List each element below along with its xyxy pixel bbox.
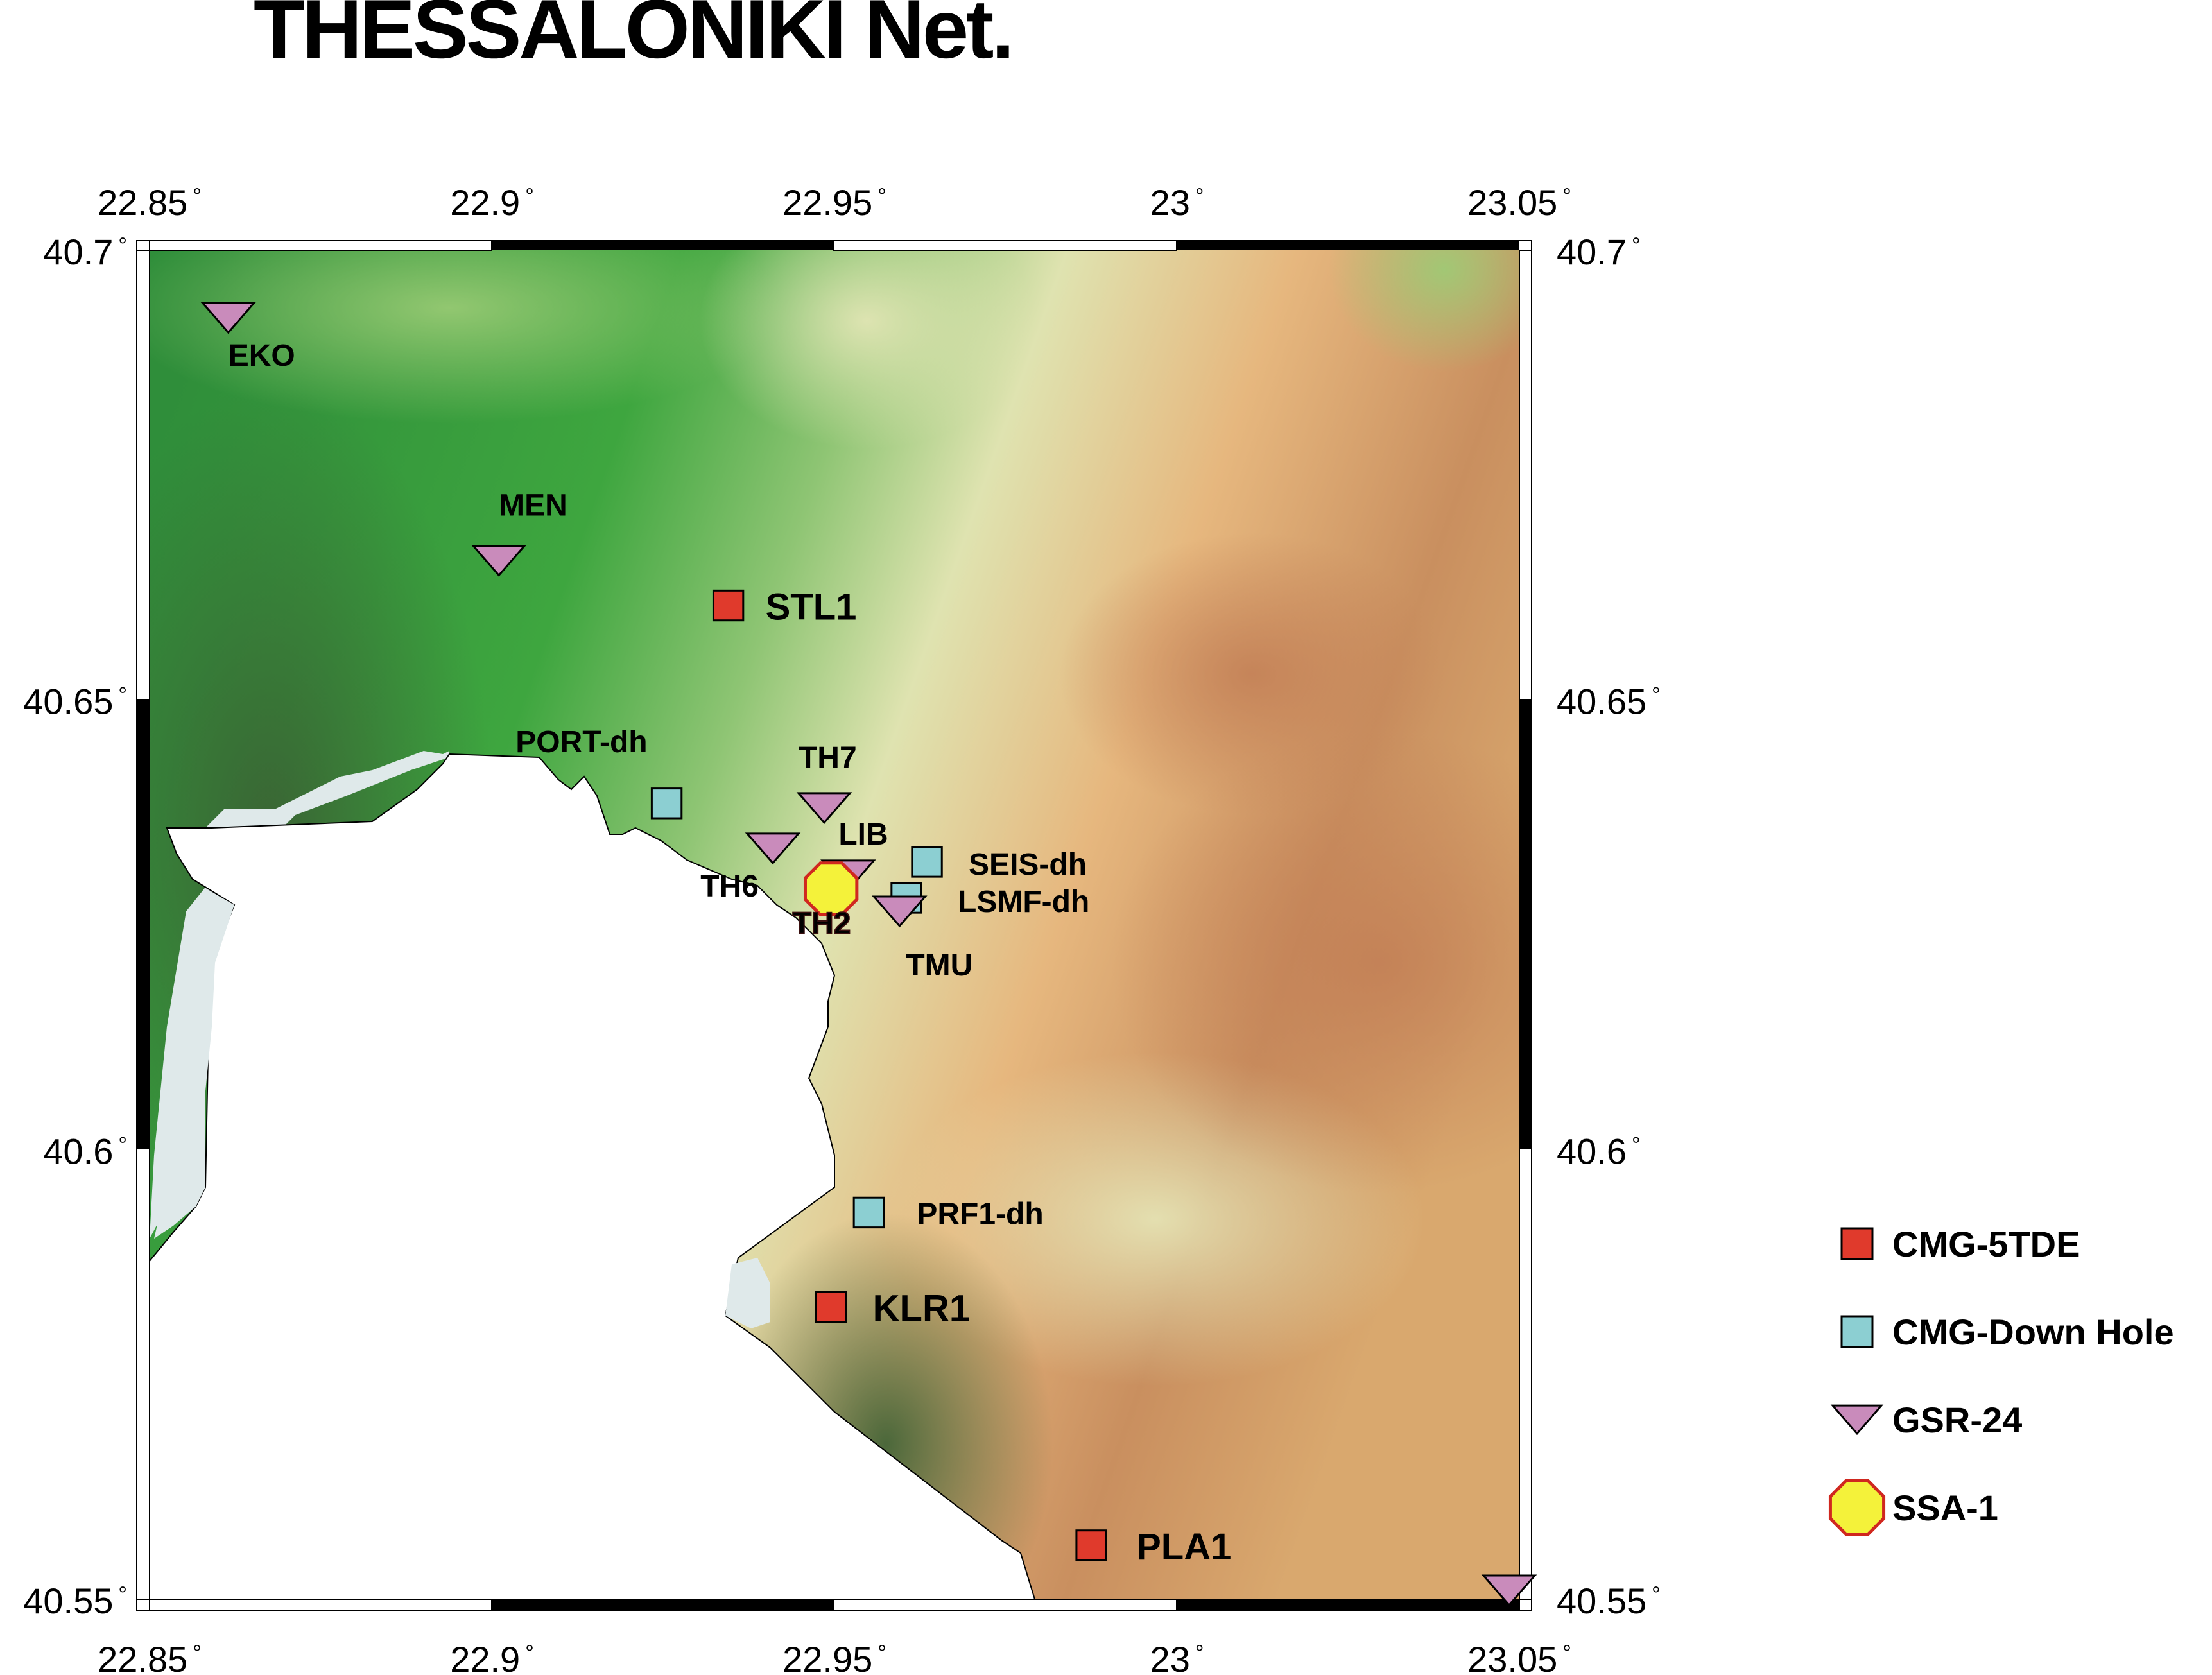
station-pla1[interactable]: PLA1: [1075, 1526, 1231, 1568]
station-prf1-dh[interactable]: PRF1-dh: [852, 1196, 1044, 1231]
station-marker: [803, 861, 859, 916]
legend-label: CMG-5TDE: [1892, 1224, 2080, 1264]
station-th6[interactable]: TH6: [700, 832, 801, 904]
station-marker: [796, 792, 852, 825]
station-label: SEIS-dh: [969, 848, 1087, 882]
stations-layer: EKO MEN STL1 PORT-dh TH7 TH6 LIB SEIS-dhLSMF-dh…: [200, 302, 1537, 1607]
legend-item: SSA-1: [1828, 1479, 1998, 1536]
station-label: STL1: [766, 587, 857, 628]
station-marker: [872, 895, 928, 928]
station-label: PRF1-dh: [917, 1197, 1043, 1231]
station-marker: [1481, 1574, 1537, 1607]
x-tick-label-top: 22.85 °: [98, 182, 202, 223]
y-tick-label-left: 40.55 °: [23, 1581, 127, 1621]
legend-label: SSA-1: [1892, 1488, 1998, 1528]
station-klr1[interactable]: KLR1: [815, 1288, 970, 1330]
station-marker: [745, 832, 801, 865]
legend-item: CMG-Down Hole: [1840, 1312, 2174, 1352]
station-label: TH6: [700, 870, 759, 904]
x-tick-label-bottom: 22.9 °: [450, 1639, 534, 1675]
station-marker: [911, 846, 943, 878]
terrain-relief: [150, 250, 1519, 1599]
station-label: LSMF-dh: [958, 885, 1089, 919]
station-marker: [852, 1196, 885, 1229]
station-th7[interactable]: TH7: [796, 741, 857, 825]
y-tick-label-left: 40.65 °: [23, 682, 127, 722]
station-marker: [815, 1291, 847, 1323]
legend-item: GSR-24: [1830, 1400, 2022, 1440]
y-tick-label-right: 40.55 °: [1557, 1581, 1661, 1621]
axis-tick-labels: 22.85 ° 22.85 ° 22.9 ° 22.9 ° 22.95 ° 22.95 ° 23 ° 23 °…: [23, 182, 1661, 1675]
station-lsmf-dh[interactable]: LSMF-dh: [890, 882, 1089, 919]
station-label: MEN: [499, 488, 567, 522]
legend-label: CMG-Down Hole: [1892, 1312, 2174, 1352]
station-label: LIB: [838, 818, 888, 852]
station-label: TH7: [799, 741, 857, 775]
x-tick-label-bottom: 23 °: [1150, 1639, 1204, 1675]
x-tick-label-top: 23.05 °: [1467, 182, 1571, 223]
sea-shoal-south: [725, 1258, 770, 1328]
x-tick-label-top: 22.95 °: [782, 182, 886, 223]
x-tick-label-top: 22.9 °: [450, 182, 534, 223]
station-tmu[interactable]: TMU: [872, 895, 972, 983]
map-title: THESSALONIKI Net.: [254, 0, 1012, 76]
station-marker: [650, 787, 683, 820]
legend-item: CMG-5TDE: [1840, 1224, 2080, 1264]
y-tick-label-left: 40.6 °: [43, 1131, 127, 1171]
station-th2[interactable]: TH2: [792, 861, 859, 941]
y-tick-label-left: 40.7 °: [43, 232, 127, 272]
x-tick-label-bottom: 23.05 °: [1467, 1639, 1571, 1675]
station-marker: [1075, 1529, 1107, 1561]
x-tick-label-bottom: 22.85 °: [98, 1639, 202, 1675]
sea-shoal-west: [154, 892, 234, 1239]
station-label: TH2: [793, 907, 851, 941]
station-label: PORT-dh: [515, 725, 647, 759]
legend-symbol-red-square: [1840, 1227, 1874, 1260]
station-label: KLR1: [873, 1288, 970, 1330]
legend-symbol-purple-triangle: [1830, 1404, 1884, 1436]
y-tick-label-right: 40.65 °: [1557, 682, 1661, 722]
station-marker: [200, 302, 256, 334]
station-stl1[interactable]: STL1: [712, 587, 857, 628]
x-tick-label-bottom: 22.95 °: [782, 1639, 886, 1675]
y-tick-label-right: 40.7 °: [1557, 232, 1641, 272]
station-label: PLA1: [1136, 1526, 1231, 1568]
legend: CMG-5TDE CMG-Down Hole GSR-24 SSA-1: [1828, 1224, 2174, 1536]
station-label: EKO: [229, 339, 295, 373]
station-marker: [712, 589, 745, 622]
x-tick-label-top: 23 °: [1150, 182, 1204, 223]
legend-symbol-blue-square: [1840, 1315, 1874, 1348]
station-seis-dh[interactable]: SEIS-dh: [911, 846, 1087, 882]
station-men[interactable]: MEN: [471, 488, 567, 577]
station-edge[interactable]: [1481, 1574, 1537, 1607]
legend-label: GSR-24: [1892, 1400, 2022, 1440]
station-port-dh[interactable]: PORT-dh: [515, 725, 683, 820]
station-eko[interactable]: EKO: [200, 302, 295, 373]
station-label: TMU: [906, 949, 972, 983]
station-marker: [471, 544, 527, 577]
y-tick-label-right: 40.6 °: [1557, 1131, 1641, 1171]
frame-ticks: [136, 240, 1532, 1611]
legend-symbol-yellow-octagon: [1828, 1479, 1886, 1536]
